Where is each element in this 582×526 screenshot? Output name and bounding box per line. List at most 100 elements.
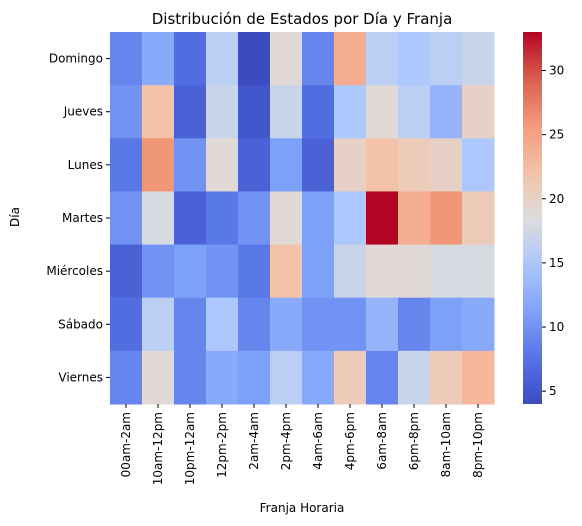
- heatmap-cell: [238, 245, 271, 299]
- y-tick-label: Jueves: [63, 105, 103, 119]
- heatmap-cell: [270, 138, 303, 192]
- x-tick-label: 8pm-10pm: [471, 412, 485, 478]
- heatmap-cell: [430, 32, 463, 86]
- heatmap-cell: [206, 191, 239, 245]
- heatmap-cell: [142, 32, 175, 86]
- heatmap-cell: [302, 85, 335, 139]
- heatmap-cell: [238, 298, 271, 352]
- heatmap-cell: [174, 245, 207, 299]
- heatmap-cell: [334, 138, 367, 192]
- heatmap-cell: [462, 245, 495, 299]
- heatmap-cell: [366, 85, 399, 139]
- heatmap-cell: [302, 351, 335, 405]
- heatmap-cell: [334, 351, 367, 405]
- colorbar-tick-label: 10: [549, 320, 564, 334]
- heatmap-cell: [462, 191, 495, 245]
- heatmap-cell: [398, 245, 431, 299]
- heatmap-cell: [366, 138, 399, 192]
- colorbar: 5 10 15 20 25 30: [523, 32, 564, 404]
- x-tick-label: 4pm-6pm: [343, 412, 357, 470]
- heatmap-cell: [334, 32, 367, 86]
- heatmap-cell: [174, 85, 207, 139]
- heatmap-cell: [206, 85, 239, 139]
- heatmap-cell: [430, 298, 463, 352]
- heatmap-cell: [366, 245, 399, 299]
- heatmap-cell: [430, 351, 463, 405]
- x-tick-label: 6pm-8pm: [407, 412, 421, 470]
- heatmap-cell: [110, 351, 143, 405]
- heatmap-cell: [110, 191, 143, 245]
- heatmap-cell: [238, 351, 271, 405]
- heatmap-cell: [462, 32, 495, 86]
- heatmap-cell: [302, 245, 335, 299]
- heatmap-cell: [238, 138, 271, 192]
- heatmap-cell: [430, 138, 463, 192]
- heatmap-cell: [302, 138, 335, 192]
- x-tick-label: 10pm-12am: [183, 412, 197, 485]
- x-tick-label: 8am-10am: [439, 412, 453, 477]
- heatmap-cell: [366, 191, 399, 245]
- heatmap-cell: [334, 298, 367, 352]
- heatmap-cell: [142, 298, 175, 352]
- heatmap-cell: [302, 32, 335, 86]
- heatmap-cell: [206, 298, 239, 352]
- heatmap-cell: [430, 85, 463, 139]
- heatmap-cell: [270, 298, 303, 352]
- heatmap-cell: [462, 351, 495, 405]
- heatmap-cell: [174, 298, 207, 352]
- x-tick-label: 6am-8am: [375, 412, 389, 470]
- heatmap-cell: [110, 298, 143, 352]
- heatmap-cell: [398, 191, 431, 245]
- heatmap-cell: [334, 191, 367, 245]
- x-tick-label: 4am-6am: [311, 412, 325, 470]
- heatmap-cell: [238, 85, 271, 139]
- colorbar-tick-label: 15: [549, 256, 564, 270]
- heatmap-cell: [430, 191, 463, 245]
- heatmap-cell: [110, 32, 143, 86]
- y-tick-label: Miércoles: [46, 264, 103, 278]
- heatmap-cell: [398, 85, 431, 139]
- heatmap-cell: [206, 32, 239, 86]
- heatmap-cell: [334, 245, 367, 299]
- heatmap-cell: [398, 298, 431, 352]
- heatmap-cell: [142, 191, 175, 245]
- heatmap-cell: [238, 191, 271, 245]
- y-axis-ticks: Domingo Jueves Lunes Martes Miércoles Sábado V…: [46, 52, 110, 385]
- heatmap-cell: [302, 191, 335, 245]
- heatmap-cell: [398, 351, 431, 405]
- heatmap-cells: [110, 32, 495, 405]
- heatmap-cell: [142, 245, 175, 299]
- heatmap-cell: [398, 32, 431, 86]
- heatmap-cell: [110, 138, 143, 192]
- heatmap-cell: [462, 298, 495, 352]
- x-axis-ticks: 00am-2am 10am-12pm 10pm-12am 12pm-2pm 2am-4a…: [119, 404, 485, 485]
- heatmap-cell: [238, 32, 271, 86]
- colorbar-tick-label: 30: [549, 63, 564, 77]
- heatmap-cell: [174, 351, 207, 405]
- x-tick-label: 10am-12pm: [151, 412, 165, 485]
- heatmap-cell: [206, 245, 239, 299]
- x-tick-label: 2am-4am: [247, 412, 261, 470]
- colorbar-tick-label: 5: [549, 384, 557, 398]
- heatmap-cell: [270, 191, 303, 245]
- x-axis-label: Franja Horaria: [260, 501, 345, 515]
- heatmap-cell: [430, 245, 463, 299]
- x-tick-label: 12pm-2pm: [215, 412, 229, 478]
- x-tick-label: 00am-2am: [119, 412, 133, 477]
- heatmap-cell: [462, 85, 495, 139]
- y-tick-label: Sábado: [58, 317, 103, 331]
- heatmap-cell: [110, 85, 143, 139]
- y-tick-label: Viernes: [58, 370, 103, 384]
- colorbar-tick-label: 20: [549, 192, 564, 206]
- heatmap-cell: [462, 138, 495, 192]
- heatmap-cell: [366, 351, 399, 405]
- heatmap-cell: [110, 245, 143, 299]
- heatmap-cell: [334, 85, 367, 139]
- heatmap-cell: [174, 138, 207, 192]
- y-axis-label: Día: [8, 207, 22, 227]
- heatmap-cell: [206, 351, 239, 405]
- y-tick-label: Domingo: [49, 52, 103, 66]
- heatmap-cell: [366, 298, 399, 352]
- heatmap-cell: [206, 138, 239, 192]
